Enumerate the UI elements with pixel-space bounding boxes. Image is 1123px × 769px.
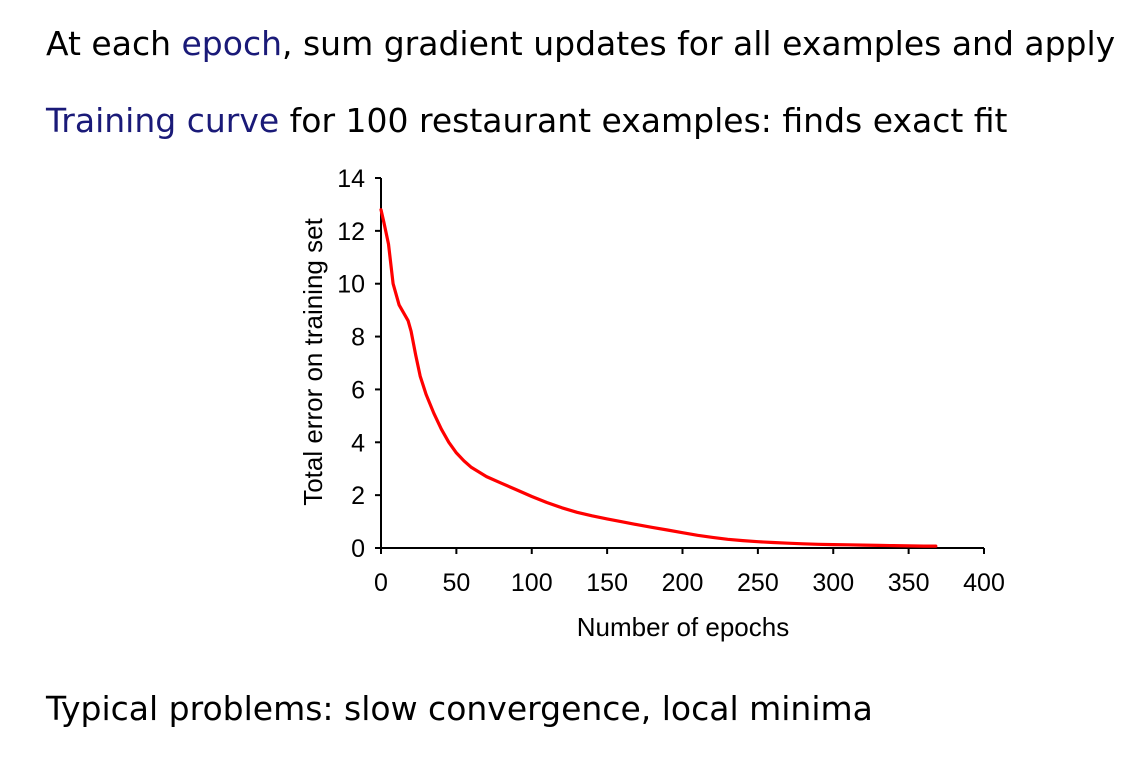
y-tick-label: 14 [337, 165, 365, 193]
training-error-curve [379, 208, 938, 548]
x-tick-label: 150 [586, 569, 628, 597]
training-curve-text: for 100 restaurant examples: finds exact… [279, 101, 1008, 140]
y-tick-label: 10 [337, 271, 365, 299]
y-axis-label: Total error on training set [298, 217, 328, 505]
x-tick-label: 100 [511, 569, 553, 597]
epoch-term: epoch [181, 24, 283, 63]
x-tick-label: 50 [442, 569, 470, 597]
y-tick-label: 2 [351, 482, 365, 510]
x-tick-label: 350 [888, 569, 930, 597]
chart-axes [380, 178, 984, 549]
intro-line: At each epoch, sum gradient updates for … [46, 27, 1115, 60]
training-curve-term: Training curve [46, 101, 280, 140]
x-tick-label: 300 [812, 569, 854, 597]
x-axis-label: Number of epochs [577, 612, 789, 642]
y-tick-label: 0 [351, 535, 365, 563]
x-tick-label: 400 [963, 569, 1005, 597]
x-tick-label: 0 [374, 569, 388, 597]
y-tick-label: 4 [351, 429, 365, 457]
intro-text-after: , sum gradient updates for all examples … [282, 24, 1116, 63]
x-tick-label: 200 [662, 569, 704, 597]
intro-text-before: At each [46, 24, 182, 63]
chart-ticks: 0 2 4 6 8 10 12 14 0 50 100 150 200 250 300 350 400 [337, 165, 1005, 597]
chart-series [379, 208, 938, 548]
y-tick-label: 12 [337, 218, 365, 246]
y-tick-label: 8 [351, 324, 365, 352]
y-tick-label: 6 [351, 376, 365, 404]
training-curve-line: Training curve for 100 restaurant exampl… [46, 104, 1008, 137]
problems-line: Typical problems: slow convergence, loca… [46, 689, 873, 728]
x-tick-label: 250 [737, 569, 779, 597]
